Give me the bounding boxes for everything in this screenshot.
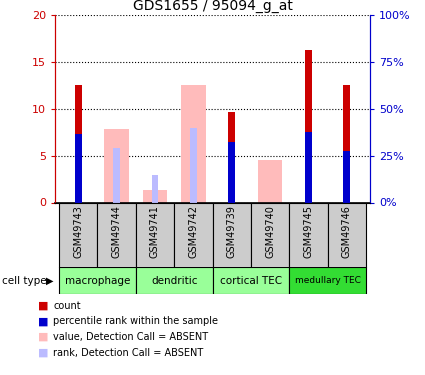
Bar	[343, 151, 350, 202]
Bar	[305, 132, 312, 202]
Text: ■: ■	[38, 348, 49, 358]
Bar	[343, 86, 350, 202]
Bar	[328, 202, 366, 268]
Bar	[174, 202, 212, 268]
Bar	[104, 129, 129, 203]
Text: macrophage: macrophage	[65, 276, 130, 286]
Text: value, Detection Call = ABSENT: value, Detection Call = ABSENT	[53, 332, 208, 342]
Text: ▶: ▶	[46, 276, 54, 286]
Text: GSM49741: GSM49741	[150, 205, 160, 258]
Bar	[181, 86, 206, 202]
Bar	[97, 202, 136, 268]
Text: rank, Detection Call = ABSENT: rank, Detection Call = ABSENT	[53, 348, 204, 358]
Bar	[212, 202, 251, 268]
Bar	[289, 267, 366, 294]
Text: GSM49739: GSM49739	[227, 205, 237, 258]
Text: ■: ■	[38, 316, 49, 326]
Bar	[75, 86, 82, 202]
Bar	[75, 134, 82, 202]
Text: GSM49746: GSM49746	[342, 205, 352, 258]
Text: cortical TEC: cortical TEC	[220, 276, 282, 286]
Bar	[59, 202, 97, 268]
Bar	[142, 190, 167, 202]
Text: percentile rank within the sample: percentile rank within the sample	[53, 316, 218, 326]
Bar	[228, 112, 235, 202]
Bar	[258, 160, 283, 202]
Text: GSM49740: GSM49740	[265, 205, 275, 258]
Text: GSM49744: GSM49744	[112, 205, 122, 258]
Bar	[251, 202, 289, 268]
Text: medullary TEC: medullary TEC	[295, 276, 360, 285]
Text: cell type: cell type	[2, 276, 47, 286]
Bar	[152, 176, 159, 202]
Text: dendritic: dendritic	[151, 276, 197, 286]
Text: GSM49745: GSM49745	[303, 205, 313, 258]
Bar	[289, 202, 328, 268]
Bar	[113, 148, 120, 202]
Bar	[228, 142, 235, 202]
Text: ■: ■	[38, 332, 49, 342]
Bar	[59, 267, 136, 294]
Text: count: count	[53, 301, 81, 310]
Bar	[136, 202, 174, 268]
Bar	[305, 50, 312, 202]
Text: GSM49743: GSM49743	[73, 205, 83, 258]
Bar	[212, 267, 289, 294]
Bar	[136, 267, 212, 294]
Bar	[190, 128, 197, 202]
Title: GDS1655 / 95094_g_at: GDS1655 / 95094_g_at	[133, 0, 292, 13]
Text: ■: ■	[38, 301, 49, 310]
Text: GSM49742: GSM49742	[188, 205, 198, 258]
